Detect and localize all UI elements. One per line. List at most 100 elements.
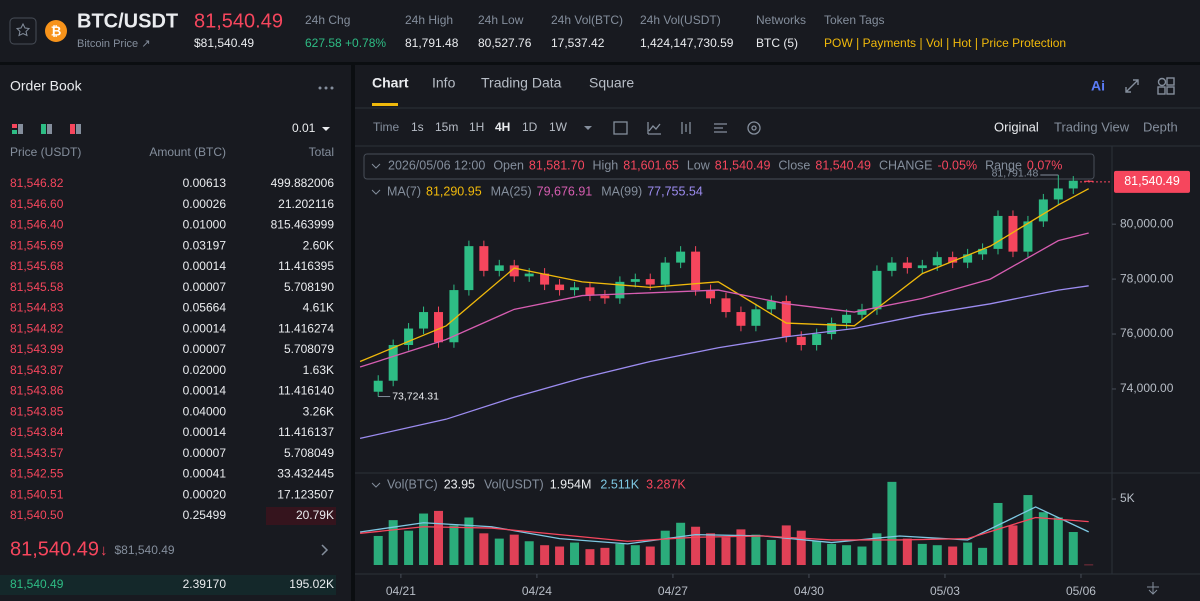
x-tick-label: 05/06 [1066, 584, 1096, 598]
legend-text: 2026/05/06 12:00 [388, 158, 485, 172]
ask-total: 5.708079 [284, 342, 334, 356]
volume-bar [388, 520, 398, 565]
ask-amount: 0.02000 [183, 363, 227, 377]
interval[interactable]: 1W [549, 120, 568, 134]
volume-bar [630, 545, 640, 565]
column-header: Price (USDT) [10, 145, 81, 159]
low-label: 73,724.31 [392, 390, 439, 402]
ask-total: 11.416274 [278, 321, 334, 335]
subtitle[interactable]: Bitcoin Price ↗ [77, 38, 150, 50]
ask-total: 11.416395 [278, 259, 334, 273]
candle-body [812, 334, 822, 346]
volume-bar [917, 543, 927, 565]
legend-text: Open [493, 158, 524, 172]
collapse-icon[interactable] [371, 482, 381, 488]
toolbar-icons[interactable] [613, 121, 761, 135]
ask-total: 499.882006 [271, 176, 335, 190]
volume-bar [963, 542, 973, 565]
volume-bar [887, 481, 897, 565]
tab[interactable]: Chart [372, 75, 409, 91]
candle-body [751, 309, 761, 326]
more-icon[interactable] [318, 86, 334, 90]
token-tag[interactable]: Payments [863, 36, 916, 50]
ask-amount: 0.00014 [183, 425, 227, 439]
ask-amount: 0.00613 [183, 176, 227, 190]
volume-bar [1068, 532, 1078, 565]
view-option[interactable]: Original [994, 119, 1039, 134]
candle-body [645, 279, 655, 285]
ask-amount: 0.00020 [183, 487, 227, 501]
legend-text: 81,540.49 [815, 158, 871, 172]
interval[interactable]: 1H [469, 120, 484, 134]
collapse-icon[interactable] [371, 189, 381, 195]
token-tag[interactable]: Hot [953, 36, 972, 50]
legend-text: MA(99) [601, 184, 642, 198]
volume-bar [1023, 495, 1033, 565]
tab[interactable]: Info [432, 75, 456, 91]
ask-total: 4.61K [303, 301, 334, 315]
stat-value: 1,424,147,730.59 [640, 36, 734, 50]
column-header: Amount (BTC) [149, 145, 226, 159]
token-tag[interactable]: POW [824, 36, 853, 50]
ask-price: 81,543.84 [10, 425, 64, 439]
symbol: BTC/USDT [77, 10, 178, 32]
volume-ma-line [360, 516, 1089, 542]
scroll-end-icon[interactable] [1147, 582, 1159, 595]
volume-bar [419, 513, 429, 565]
view-option[interactable]: Depth [1143, 119, 1178, 134]
ai-button[interactable]: Ai [1091, 78, 1105, 94]
stat-label: 24h Vol(USDT) [640, 13, 721, 27]
candle-body [404, 328, 414, 346]
tab[interactable]: Trading Data [481, 75, 562, 91]
candle-body [827, 323, 837, 335]
candle-body [555, 284, 565, 291]
interval[interactable]: 4H [495, 120, 510, 134]
last-price: 81,540.49 [10, 538, 99, 560]
expand-icon[interactable] [1125, 79, 1139, 93]
star-icon [15, 22, 31, 37]
tab[interactable]: Square [589, 75, 634, 91]
tick-size[interactable]: 0.01 [292, 121, 316, 135]
interval[interactable]: 15m [435, 120, 458, 134]
volume-bar [494, 538, 504, 565]
favorite-button[interactable] [9, 17, 37, 45]
volume-bar [1008, 525, 1018, 565]
view-option[interactable]: Trading View [1054, 119, 1130, 134]
ask-price: 81,543.85 [10, 404, 64, 418]
ask-amount: 0.00007 [183, 280, 227, 294]
collapse-icon[interactable] [371, 163, 381, 169]
token-tag[interactable]: Vol [926, 36, 943, 50]
y-tick-label: 78,000.00 [1120, 271, 1174, 285]
ask-price: 81,546.60 [10, 197, 64, 211]
volume-bar [1084, 564, 1094, 566]
ask-price: 81,545.68 [10, 259, 64, 273]
volume-bar [932, 545, 942, 565]
stat-value: 17,537.42 [551, 36, 605, 50]
price: 81,540.49 [194, 10, 283, 32]
interval[interactable]: 1D [522, 120, 538, 134]
y-tick-label: 80,000.00 [1120, 216, 1174, 230]
x-tick-label: 04/24 [522, 584, 552, 598]
depth-bar [0, 575, 336, 595]
panel-title: Order Book [10, 78, 83, 94]
interval[interactable]: 1s [411, 120, 424, 134]
volume-bar [373, 535, 383, 565]
depth-bar [266, 507, 336, 525]
legend-text: 23.95 [444, 477, 475, 491]
chevron-icon[interactable] [321, 544, 329, 556]
volume-bar [993, 502, 1003, 565]
legend-text: Vol(BTC) [387, 477, 438, 491]
candle-body [917, 265, 927, 269]
candle-body [419, 312, 429, 329]
volume-bar [812, 541, 822, 565]
layout-icon[interactable] [1157, 77, 1175, 95]
interval-caret[interactable] [584, 126, 592, 130]
candle-body [1053, 188, 1063, 200]
x-tick-label: 05/03 [930, 584, 960, 598]
volume-bar [796, 530, 806, 565]
book-mode-icons[interactable] [12, 124, 81, 134]
legend-value: 3.287K [646, 477, 686, 491]
token-tag[interactable]: Price Protection [981, 36, 1066, 50]
ask-total: 20.79K [296, 508, 334, 522]
